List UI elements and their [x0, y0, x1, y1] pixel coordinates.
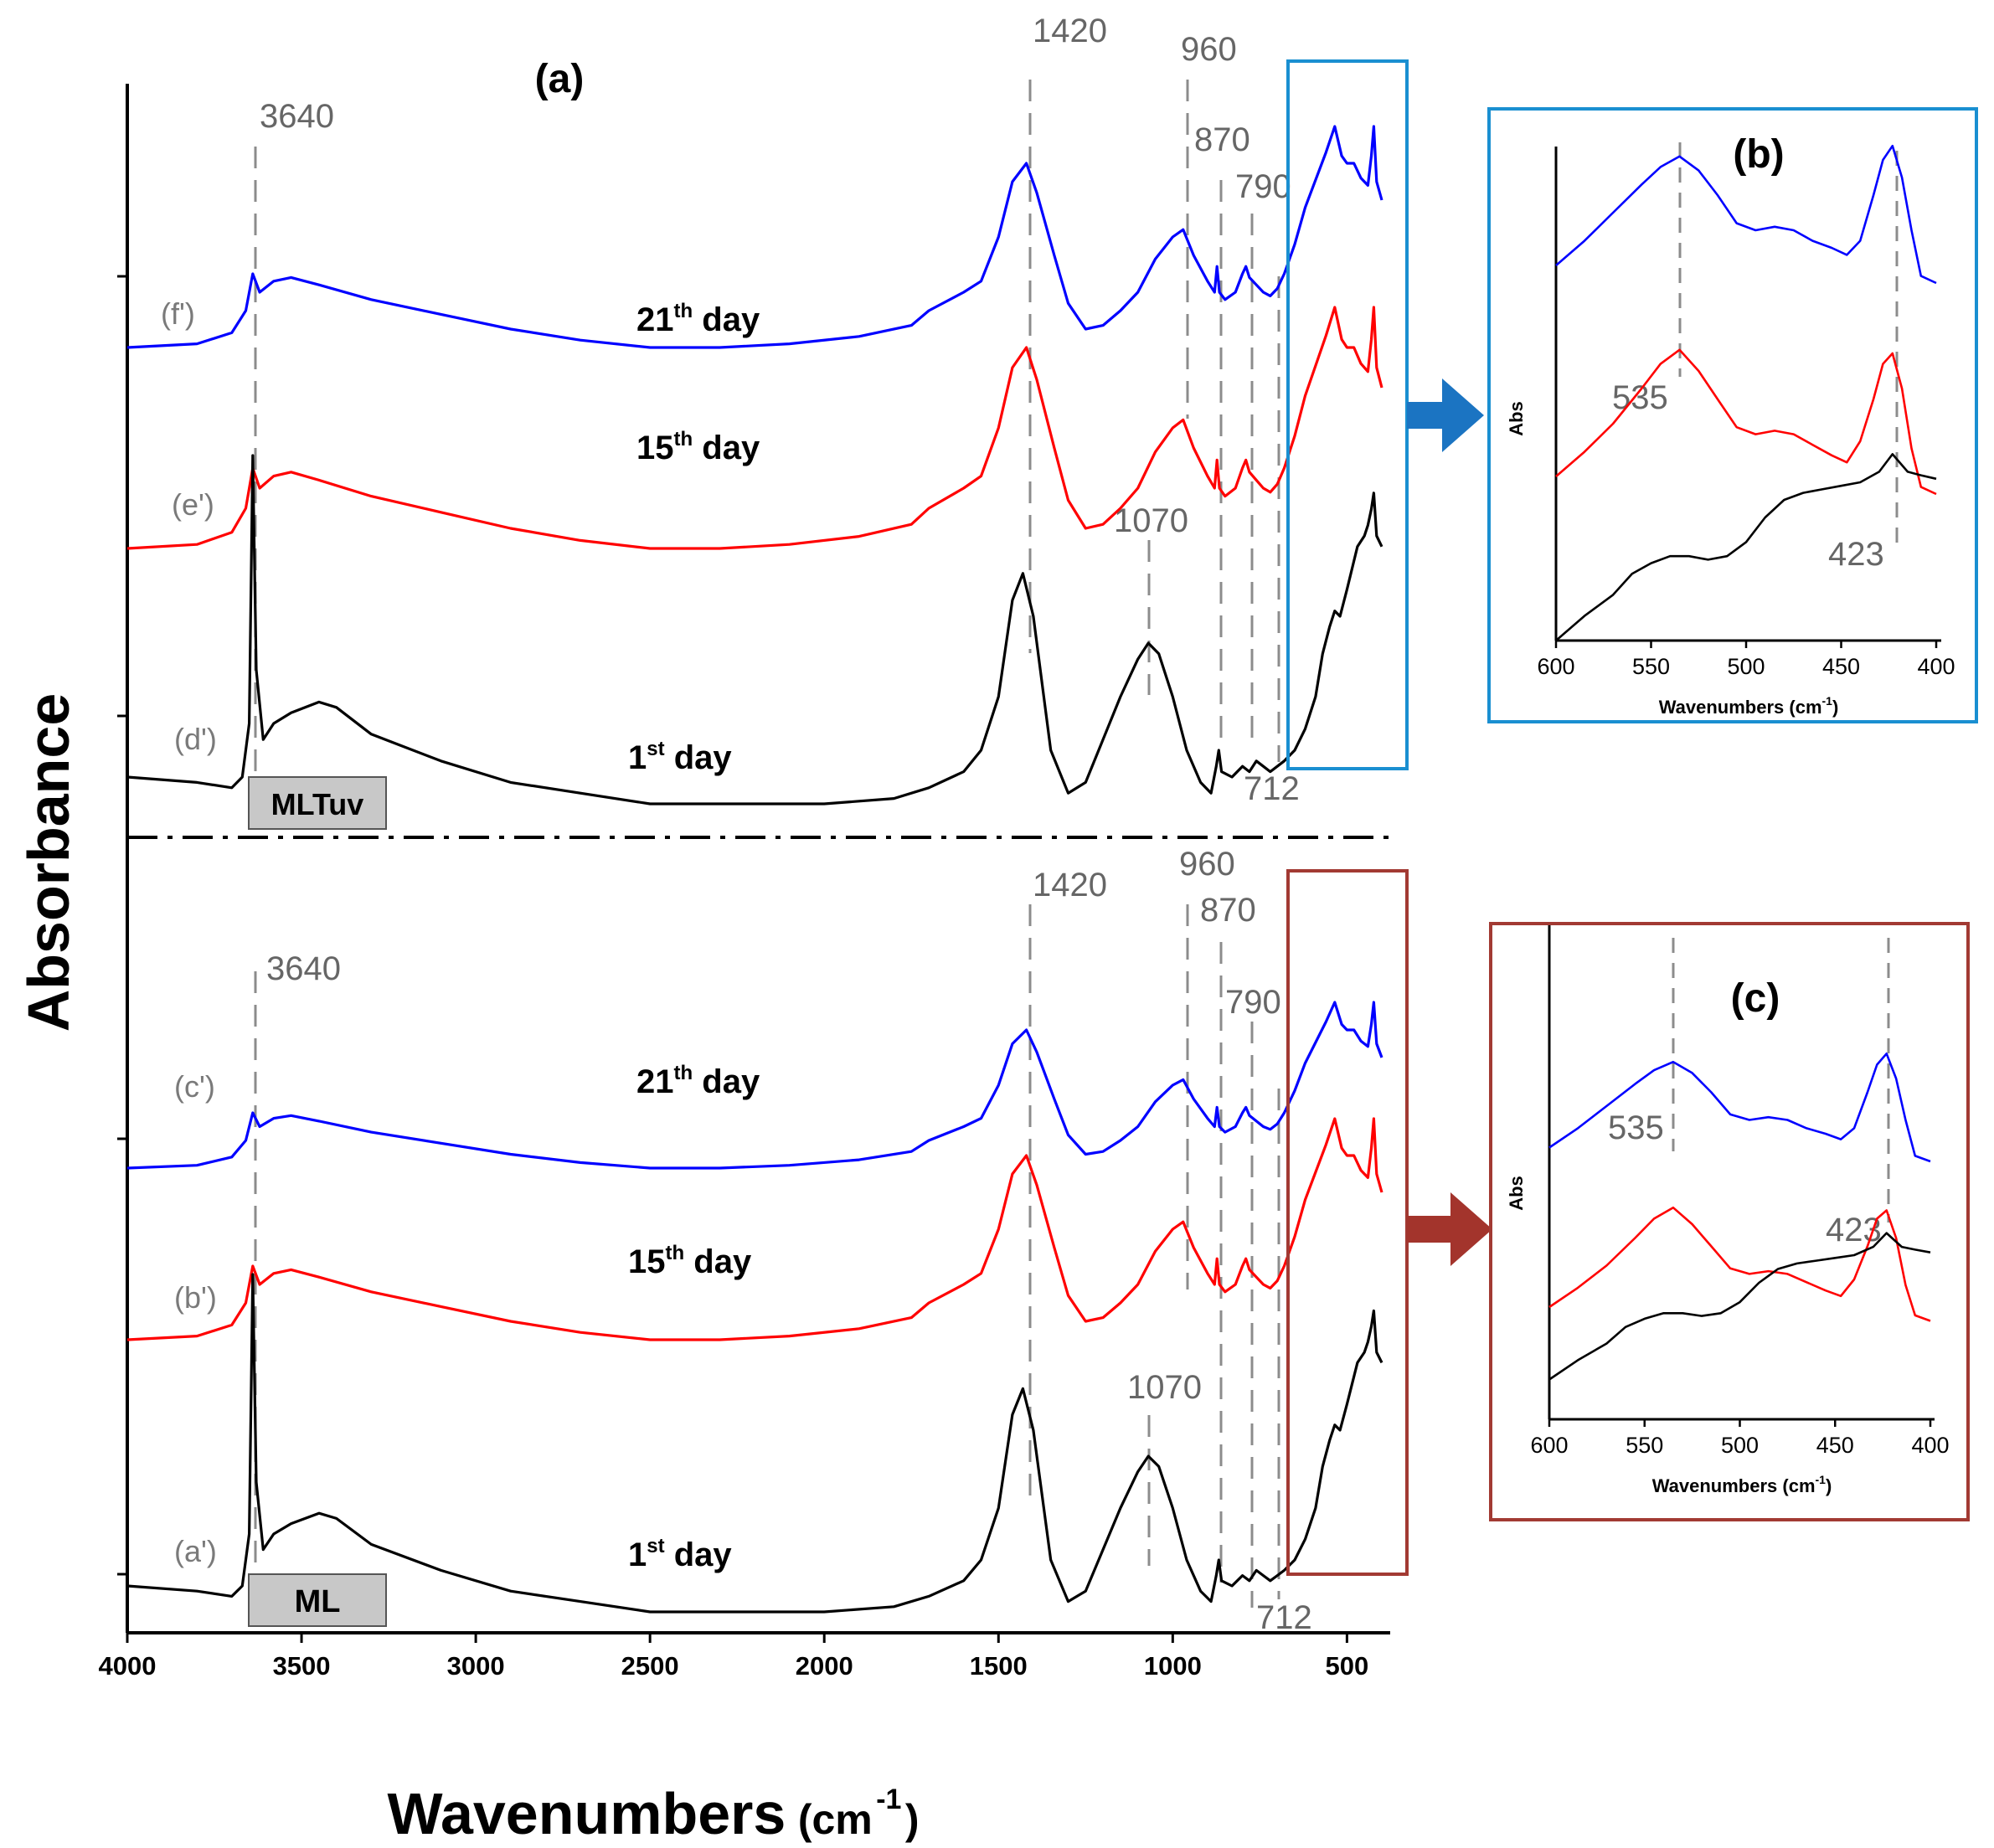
x-tick-label: 3500 — [273, 1651, 331, 1681]
x-axis-title: Wavenumbers (cm -1 ) — [387, 1781, 919, 1846]
inset-b-frame — [1487, 107, 1978, 723]
x-axis-title-unit: (cm — [798, 1796, 873, 1843]
peak-label-3640: 3640 — [266, 950, 341, 987]
peak-label-1420: 1420 — [1033, 867, 1107, 903]
peak-label-712: 712 — [1244, 770, 1300, 807]
inset-c-x-ticks: 600 550 500 450 400 — [1530, 1419, 1950, 1458]
main-x-ticks: 4000 3500 3000 2500 2000 1500 1000 500 — [99, 1633, 1369, 1681]
spectrum-day-21 — [126, 1001, 1383, 1170]
bottom-peak-guides — [254, 904, 1280, 1608]
sample-box-mltuv: MLTuv — [248, 776, 387, 830]
spectrum-day-21 — [126, 125, 1383, 349]
day-label-15-top: 15th day — [636, 428, 760, 466]
inset-x-tick-label: 550 — [1626, 1433, 1663, 1458]
main-title: (a) — [535, 57, 585, 101]
inset-spectrum-day-1 — [1555, 453, 1937, 641]
inset-c-y-label: Abs — [1506, 1176, 1527, 1211]
peak-label-3640: 3640 — [260, 98, 334, 135]
inset-b-peak-423: 423 — [1828, 536, 1884, 573]
peak-label-790: 790 — [1225, 984, 1281, 1021]
peak-label-1070: 1070 — [1127, 1369, 1202, 1406]
inset-x-tick-label: 550 — [1632, 654, 1670, 679]
day-label-1-bottom: 1st day — [628, 1535, 732, 1573]
peak-label-870: 870 — [1200, 892, 1256, 929]
x-axis-title-close: ) — [905, 1796, 920, 1843]
svg-text:MLTuv: MLTuv — [271, 787, 364, 821]
peak-label-1070: 1070 — [1114, 502, 1188, 539]
inset-b-title: (b) — [1733, 132, 1784, 177]
peak-label-960: 960 — [1181, 31, 1237, 68]
peak-label-870: 870 — [1194, 121, 1250, 158]
svg-text:ML: ML — [295, 1584, 341, 1619]
inset-c-title: (c) — [1731, 976, 1780, 1021]
peak-label-712: 712 — [1256, 1599, 1312, 1636]
inset-x-tick-label: 400 — [1911, 1433, 1949, 1458]
x-tick-label: 500 — [1326, 1651, 1369, 1681]
inset-x-tick-label: 500 — [1727, 654, 1765, 679]
peak-label-790: 790 — [1235, 168, 1291, 205]
x-axis-title-exp: -1 — [876, 1784, 901, 1815]
sample-label-a: (a') — [174, 1534, 217, 1568]
sample-label-d: (d') — [174, 722, 217, 756]
x-tick-label: 2000 — [796, 1651, 853, 1681]
x-axis-title-word: Wavenumbers — [387, 1781, 786, 1846]
x-tick-label: 4000 — [99, 1651, 157, 1681]
inset-c-frame — [1489, 922, 1970, 1521]
bottom-peak-labels: 3640 1420 960 870 790 1070 712 — [266, 846, 1312, 1636]
inset-b-spectra — [1555, 144, 1937, 641]
inset-spectrum-day-21 — [1555, 144, 1937, 285]
arrow-to-inset-c — [1407, 1192, 1492, 1266]
y-axis-title: Absorbance — [16, 693, 81, 1032]
inset-spectrum-day-1 — [1548, 1232, 1931, 1381]
x-tick-label: 1000 — [1144, 1651, 1202, 1681]
sample-label-e: (e') — [172, 487, 214, 522]
spectrum-day-1 — [126, 454, 1383, 806]
inset-spectrum-day-15 — [1548, 1206, 1931, 1322]
spectrum-day-1 — [126, 1273, 1383, 1614]
day-label-1-top: 1st day — [628, 738, 732, 776]
inset-b-x-label: Wavenumbers (cm-1) — [1659, 694, 1839, 718]
inset-x-tick-label: 600 — [1530, 1433, 1568, 1458]
day-label-21-top: 21th day — [636, 300, 760, 338]
inset-x-tick-label: 400 — [1917, 654, 1955, 679]
sample-label-f: (f') — [161, 296, 195, 331]
inset-c-peak-535: 535 — [1608, 1109, 1664, 1146]
sample-label-b: (b') — [174, 1280, 217, 1315]
arrow-to-inset-b — [1407, 378, 1484, 452]
sample-label-c: (c') — [174, 1069, 215, 1104]
inset-c-x-label: Wavenumbers (cm-1) — [1652, 1473, 1832, 1496]
inset-x-tick-label: 450 — [1816, 1433, 1854, 1458]
top-peak-guides — [254, 80, 1280, 804]
bottom-spectra — [126, 1001, 1383, 1614]
x-tick-label: 1500 — [970, 1651, 1028, 1681]
inset-x-tick-label: 500 — [1721, 1433, 1759, 1458]
peak-label-1420: 1420 — [1033, 13, 1107, 49]
day-label-15-bottom: 15th day — [628, 1242, 752, 1280]
highlight-box-top — [1286, 59, 1409, 770]
inset-b-y-label: Abs — [1506, 401, 1527, 436]
inset-spectrum-day-21 — [1548, 1053, 1931, 1163]
x-tick-label: 3000 — [447, 1651, 505, 1681]
inset-x-tick-label: 600 — [1537, 654, 1574, 679]
day-label-21-bottom: 21th day — [636, 1062, 760, 1100]
spectrum-day-15 — [126, 306, 1383, 550]
inset-b-peak-535: 535 — [1612, 379, 1668, 416]
x-tick-label: 2500 — [621, 1651, 679, 1681]
inset-b-x-ticks: 600 550 500 450 400 — [1537, 641, 1955, 679]
inset-spectrum-day-15 — [1555, 348, 1937, 496]
highlight-box-bottom — [1286, 869, 1409, 1576]
inset-x-tick-label: 450 — [1822, 654, 1860, 679]
spectrum-day-15 — [126, 1117, 1383, 1341]
inset-c-spectra — [1548, 1053, 1931, 1381]
top-peak-labels: 3640 1420 960 870 790 1070 712 — [260, 13, 1300, 807]
sample-box-ml: ML — [248, 1573, 387, 1627]
peak-label-960: 960 — [1179, 846, 1235, 883]
top-spectra — [126, 125, 1383, 806]
